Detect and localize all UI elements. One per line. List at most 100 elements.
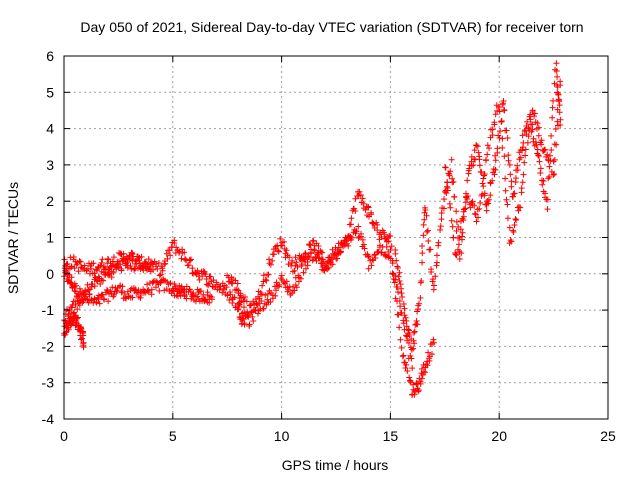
data-point (476, 205, 483, 212)
data-point (372, 255, 379, 262)
data-point (115, 264, 122, 271)
data-point (491, 119, 498, 126)
data-point (446, 172, 453, 179)
data-point (110, 291, 117, 298)
data-point (499, 144, 506, 151)
data-point (73, 315, 80, 322)
data-point (544, 151, 551, 158)
data-point (248, 302, 255, 309)
data-point (417, 380, 424, 387)
data-point (480, 172, 487, 179)
data-point (368, 262, 375, 269)
data-point (487, 180, 494, 187)
data-point (419, 242, 426, 249)
data-point (128, 249, 135, 256)
data-point (502, 175, 509, 182)
data-point (444, 187, 451, 194)
data-point (345, 242, 352, 249)
data-point (313, 257, 320, 264)
data-point (438, 210, 445, 217)
data-point (502, 187, 509, 194)
data-point (461, 206, 468, 213)
data-point (517, 154, 524, 161)
data-point (520, 171, 527, 178)
data-point (500, 98, 507, 105)
data-point (359, 236, 366, 243)
data-point (485, 196, 492, 203)
data-point (78, 336, 85, 343)
data-point (420, 221, 427, 228)
x-tick-label: 0 (60, 428, 68, 444)
data-point (293, 284, 300, 291)
data-point (519, 132, 526, 139)
data-point (403, 317, 410, 324)
data-point (551, 156, 558, 163)
data-point (348, 215, 355, 222)
data-point (171, 240, 178, 247)
data-point (550, 158, 557, 165)
data-point (554, 73, 561, 80)
data-point (84, 281, 91, 288)
data-point (416, 300, 423, 307)
data-point (151, 258, 158, 265)
data-point (482, 157, 489, 164)
data-point (505, 157, 512, 164)
y-tick-label: 6 (46, 48, 54, 64)
data-point (185, 262, 192, 269)
data-point (92, 274, 99, 281)
data-point (478, 169, 485, 176)
data-point (267, 261, 274, 268)
data-point (467, 204, 474, 211)
data-point (485, 200, 492, 207)
data-point (264, 296, 271, 303)
data-point (402, 314, 409, 321)
data-point (186, 286, 193, 293)
data-point (507, 171, 514, 178)
data-point (405, 327, 412, 334)
data-point (447, 204, 454, 211)
data-point (446, 200, 453, 207)
data-point (494, 107, 501, 114)
data-point (480, 175, 487, 182)
data-point (388, 243, 395, 250)
x-tick-label: 25 (600, 428, 616, 444)
data-point (96, 300, 103, 307)
data-point (353, 228, 360, 235)
data-point (428, 268, 435, 275)
axis-ticks: 0 5 10 15 20 25 -4 -3 -2 -1 0 1 2 3 4 5 6 (42, 48, 616, 444)
data-point (314, 250, 321, 257)
data-point (115, 258, 122, 265)
data-point (507, 237, 514, 244)
data-point (494, 145, 501, 152)
y-axis-label: SDTVAR / TECUs (5, 182, 21, 294)
data-point (387, 233, 394, 240)
data-point (487, 192, 494, 199)
data-point (394, 263, 401, 270)
data-point (419, 250, 426, 257)
data-point (545, 175, 552, 182)
data-point (519, 147, 526, 154)
data-point (396, 324, 403, 331)
data-point (167, 252, 174, 259)
data-point (392, 250, 399, 257)
data-point (286, 254, 293, 261)
data-point (357, 192, 364, 199)
data-point (408, 346, 415, 353)
data-point (395, 273, 402, 280)
data-point (399, 294, 406, 301)
data-point (194, 293, 201, 300)
data-point (489, 177, 496, 184)
data-point (223, 284, 230, 291)
data-point (285, 286, 292, 293)
data-point (464, 177, 471, 184)
data-point (451, 193, 458, 200)
data-point (537, 165, 544, 172)
data-point (496, 108, 503, 115)
data-point (163, 250, 170, 257)
data-point (244, 312, 251, 319)
data-point (110, 254, 117, 261)
data-point (277, 235, 284, 242)
chart-title: Day 050 of 2021, Sidereal Day-to-day VTE… (80, 19, 583, 35)
data-point (220, 286, 227, 293)
data-point (164, 255, 171, 262)
